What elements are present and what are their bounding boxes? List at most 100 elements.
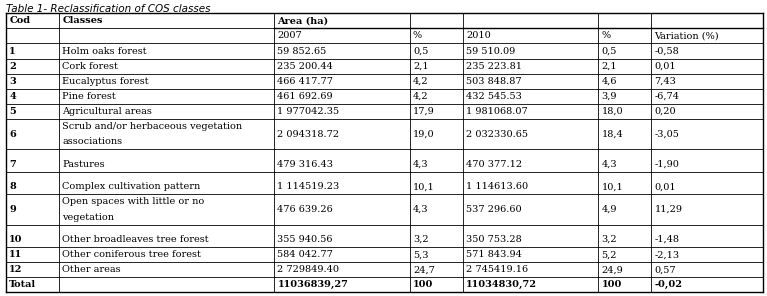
Text: 235 200.44: 235 200.44 xyxy=(278,62,334,71)
Text: 7: 7 xyxy=(9,160,16,169)
Text: 584 042.77: 584 042.77 xyxy=(278,250,334,259)
Text: 19,0: 19,0 xyxy=(413,130,435,139)
Text: 8: 8 xyxy=(9,182,16,191)
Text: Table 1- Reclassification of COS classes: Table 1- Reclassification of COS classes xyxy=(6,4,211,15)
Text: -1,90: -1,90 xyxy=(654,160,680,169)
Text: 10,1: 10,1 xyxy=(601,182,624,191)
Text: Open spaces with little or no: Open spaces with little or no xyxy=(62,197,205,206)
Text: 11034830,72: 11034830,72 xyxy=(466,280,537,289)
Text: 59 852.65: 59 852.65 xyxy=(278,46,327,56)
Text: 4,3: 4,3 xyxy=(413,205,429,214)
Text: 18,4: 18,4 xyxy=(601,130,624,139)
Text: 4: 4 xyxy=(9,92,16,101)
Text: 0,20: 0,20 xyxy=(654,107,676,116)
Text: Other broadleaves tree forest: Other broadleaves tree forest xyxy=(62,235,209,244)
Text: -6,74: -6,74 xyxy=(654,92,680,101)
Text: vegetation: vegetation xyxy=(62,213,114,221)
Text: 476 639.26: 476 639.26 xyxy=(278,205,333,214)
Text: Cod: Cod xyxy=(9,16,31,25)
Text: -0,02: -0,02 xyxy=(654,280,683,289)
Text: -3,05: -3,05 xyxy=(654,130,680,139)
Text: 12: 12 xyxy=(9,265,22,274)
Text: -1,48: -1,48 xyxy=(654,235,680,244)
Text: 100: 100 xyxy=(601,280,622,289)
Text: %: % xyxy=(601,31,611,41)
Text: 3,2: 3,2 xyxy=(413,235,429,244)
Text: 1 114519.23: 1 114519.23 xyxy=(278,182,340,191)
Text: %: % xyxy=(413,31,422,41)
Text: Complex cultivation pattern: Complex cultivation pattern xyxy=(62,182,200,191)
Text: 0,5: 0,5 xyxy=(413,46,428,56)
Text: 432 545.53: 432 545.53 xyxy=(466,92,522,101)
Text: 18,0: 18,0 xyxy=(601,107,623,116)
Text: 479 316.43: 479 316.43 xyxy=(278,160,334,169)
Text: Holm oaks forest: Holm oaks forest xyxy=(62,46,147,56)
Text: 2010: 2010 xyxy=(466,31,491,41)
Text: 571 843.94: 571 843.94 xyxy=(466,250,522,259)
Text: 3: 3 xyxy=(9,77,16,86)
Text: 466 417.77: 466 417.77 xyxy=(278,77,334,86)
Text: -2,13: -2,13 xyxy=(654,250,680,259)
Text: 4,3: 4,3 xyxy=(601,160,617,169)
Text: 24,7: 24,7 xyxy=(413,265,435,274)
Text: Other coniferous tree forest: Other coniferous tree forest xyxy=(62,250,201,259)
Text: 24,9: 24,9 xyxy=(601,265,624,274)
Text: Agricultural areas: Agricultural areas xyxy=(62,107,152,116)
Text: Scrub and/or herbaceous vegetation: Scrub and/or herbaceous vegetation xyxy=(62,122,242,131)
Text: 1 981068.07: 1 981068.07 xyxy=(466,107,528,116)
Text: 537 296.60: 537 296.60 xyxy=(466,205,522,214)
Text: 11: 11 xyxy=(9,250,22,259)
Text: Classes: Classes xyxy=(62,16,103,25)
Text: 59 510.09: 59 510.09 xyxy=(466,46,515,56)
Text: 461 692.69: 461 692.69 xyxy=(278,92,333,101)
Text: Pastures: Pastures xyxy=(62,160,105,169)
Text: 5,2: 5,2 xyxy=(601,250,617,259)
Text: 503 848.87: 503 848.87 xyxy=(466,77,522,86)
Text: 4,9: 4,9 xyxy=(601,205,617,214)
Text: Area (ha): Area (ha) xyxy=(278,16,328,25)
Text: 2 745419.16: 2 745419.16 xyxy=(466,265,528,274)
Text: 100: 100 xyxy=(413,280,433,289)
Text: 5,3: 5,3 xyxy=(413,250,429,259)
Text: Other areas: Other areas xyxy=(62,265,121,274)
Text: 2: 2 xyxy=(9,62,16,71)
Text: 4,2: 4,2 xyxy=(413,77,429,86)
Text: 4,3: 4,3 xyxy=(413,160,429,169)
Text: 3,9: 3,9 xyxy=(601,92,617,101)
Text: 6: 6 xyxy=(9,130,16,139)
Text: 0,01: 0,01 xyxy=(654,62,676,71)
Text: 11,29: 11,29 xyxy=(654,205,683,214)
Text: 3,2: 3,2 xyxy=(601,235,617,244)
Text: 2007: 2007 xyxy=(278,31,302,41)
Text: 10: 10 xyxy=(9,235,23,244)
Text: 350 753.28: 350 753.28 xyxy=(466,235,522,244)
Text: 17,9: 17,9 xyxy=(413,107,435,116)
Text: 1 977042.35: 1 977042.35 xyxy=(278,107,340,116)
Text: 11036839,27: 11036839,27 xyxy=(278,280,348,289)
Text: 5: 5 xyxy=(9,107,16,116)
Text: 2 729849.40: 2 729849.40 xyxy=(278,265,340,274)
Text: 470 377.12: 470 377.12 xyxy=(466,160,522,169)
Text: 1: 1 xyxy=(9,46,16,56)
Text: 0,5: 0,5 xyxy=(601,46,617,56)
Text: Total: Total xyxy=(9,280,36,289)
Text: 235 223.81: 235 223.81 xyxy=(466,62,522,71)
Text: Variation (%): Variation (%) xyxy=(654,31,719,41)
Text: 2 032330.65: 2 032330.65 xyxy=(466,130,528,139)
Text: 4,6: 4,6 xyxy=(601,77,617,86)
Text: associations: associations xyxy=(62,137,123,146)
Text: 7,43: 7,43 xyxy=(654,77,676,86)
Text: 2 094318.72: 2 094318.72 xyxy=(278,130,340,139)
Text: 0,01: 0,01 xyxy=(654,182,676,191)
Text: 0,57: 0,57 xyxy=(654,265,676,274)
Text: -0,58: -0,58 xyxy=(654,46,680,56)
Text: Pine forest: Pine forest xyxy=(62,92,116,101)
Text: 2,1: 2,1 xyxy=(601,62,617,71)
Text: 4,2: 4,2 xyxy=(413,92,429,101)
Text: 10,1: 10,1 xyxy=(413,182,435,191)
Text: 9: 9 xyxy=(9,205,16,214)
Text: Eucalyptus forest: Eucalyptus forest xyxy=(62,77,149,86)
Text: 1 114613.60: 1 114613.60 xyxy=(466,182,528,191)
Text: 2,1: 2,1 xyxy=(413,62,429,71)
Text: 355 940.56: 355 940.56 xyxy=(278,235,333,244)
